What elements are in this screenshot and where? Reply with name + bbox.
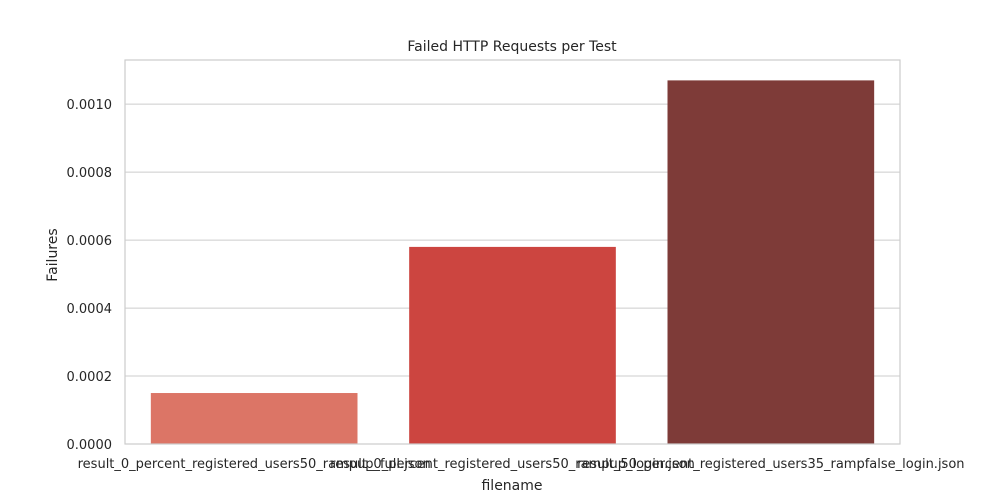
y-tick-label: 0.0010 [67,98,113,113]
y-tick-label: 0.0008 [67,166,113,181]
bars-layer [150,80,875,445]
x-tick-label: result_0_percent_registered_users50_ramp… [78,457,431,472]
y-tick-label: 0.0000 [67,438,113,453]
y-tick-label: 0.0006 [67,234,113,249]
y-tick-label: 0.0004 [67,302,113,317]
x-tick-label: result_50_percent_registered_users35_ram… [577,457,964,472]
chart-title: Failed HTTP Requests per Test [407,39,617,55]
x-axis-label: filename [481,478,542,494]
bar [667,80,875,445]
bar [150,393,358,444]
bar [409,246,616,444]
y-tick-labels: 0.0000 0.0002 0.0004 0.0006 0.0008 0.0010 [67,98,113,453]
y-axis-label: Failures [45,228,61,281]
plot-frame [124,59,901,445]
y-tick-label: 0.0002 [67,370,113,385]
x-tick-label: result_0_percent_registered_users50_ramp… [330,457,695,472]
x-tick-labels: result_0_percent_registered_users50_ramp… [78,457,965,472]
